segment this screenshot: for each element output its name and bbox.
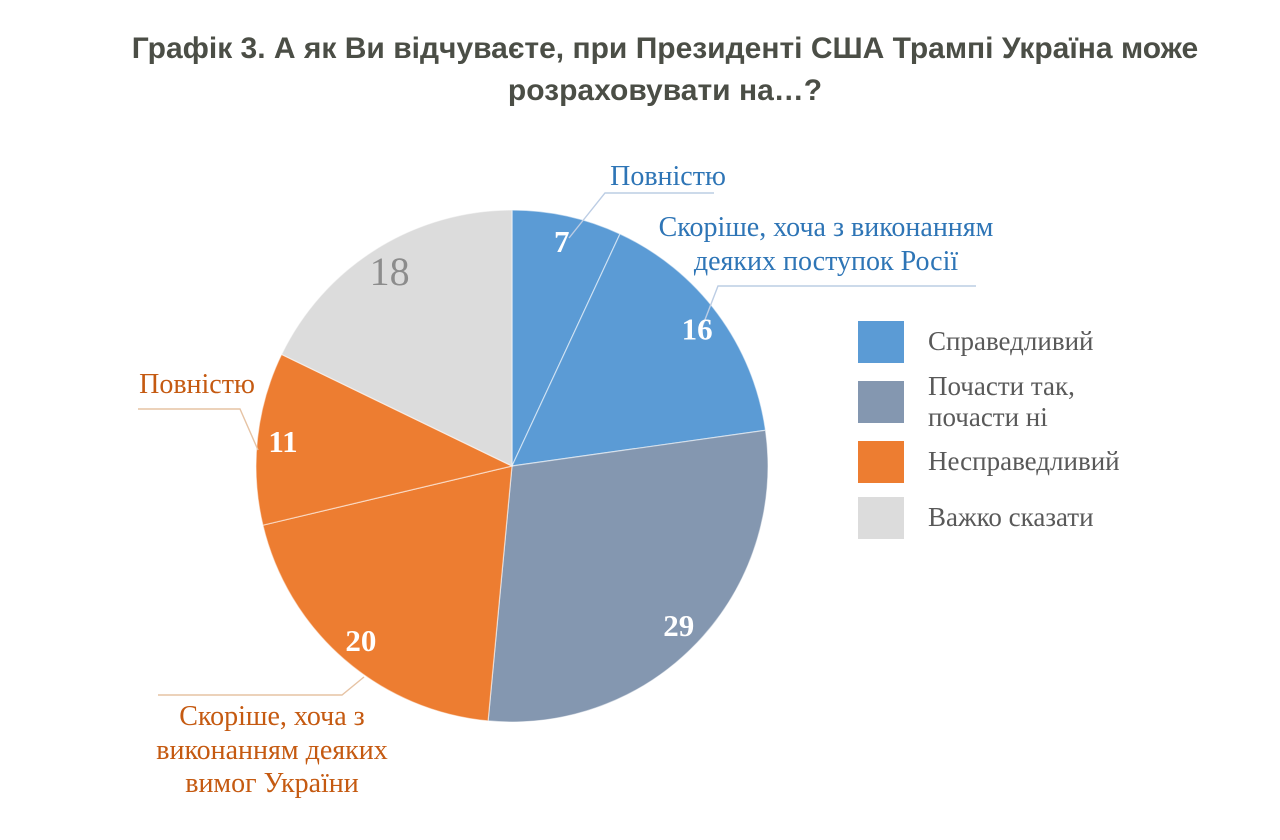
slice-value-label-4: 11 — [268, 424, 297, 459]
legend-swatch-2 — [858, 441, 904, 483]
pie-slice-3 — [262, 465, 513, 722]
legend-item-1: Почасти так, почасти ні — [858, 371, 1148, 432]
legend-item-3: Важко сказати — [858, 496, 1148, 540]
pie-slice-1 — [510, 233, 767, 467]
leader-line-right-blue — [700, 285, 976, 331]
legend-swatch-3 — [858, 497, 904, 539]
slice-value-label-3: 20 — [345, 623, 376, 658]
slice-value-label-0: 7 — [554, 224, 570, 259]
leader-line-bottom-orange — [158, 676, 365, 696]
legend-label-0: Справедливий — [928, 326, 1094, 357]
legend-item-0: Справедливий — [858, 320, 1148, 364]
legend-label-2: Несправедливий — [928, 446, 1120, 477]
leader-line-left-orange — [138, 408, 259, 451]
pie-slices — [255, 209, 769, 723]
callout-rather-unfair: Скоріше, хоча з виконанням деяких вимог … — [156, 701, 388, 800]
legend: Справедливий Почасти так, почасти ні Неспр… — [858, 320, 1148, 540]
callout-fully-unfair: Повністю — [139, 369, 255, 400]
legend-label-1: Почасти так, почасти ні — [928, 370, 1075, 432]
legend-swatch-0 — [858, 321, 904, 363]
legend-label-3: Важко сказати — [928, 502, 1094, 533]
leader-line-top-blue — [568, 192, 714, 239]
legend-swatch-1 — [858, 381, 904, 423]
pie-slice-5 — [280, 209, 513, 467]
callout-fully-fair: Повністю — [610, 161, 726, 192]
leader-lines — [138, 192, 976, 696]
slice-value-label-1: 16 — [682, 312, 713, 347]
pie-slice-2 — [487, 429, 769, 723]
legend-item-2: Несправедливий — [858, 440, 1148, 484]
pie-slice-4 — [255, 353, 514, 526]
pie-slice-0 — [511, 209, 621, 467]
callout-rather-fair: Скоріше, хоча з виконанням деяких поступ… — [658, 212, 994, 277]
chart-title: Графік 3. А як Ви відчуваєте, при Презид… — [131, 32, 1199, 107]
slice-value-label-5: 18 — [370, 249, 410, 294]
slice-value-labels: 7 16 29 20 11 18 — [268, 224, 712, 658]
slice-value-label-2: 29 — [663, 608, 694, 643]
